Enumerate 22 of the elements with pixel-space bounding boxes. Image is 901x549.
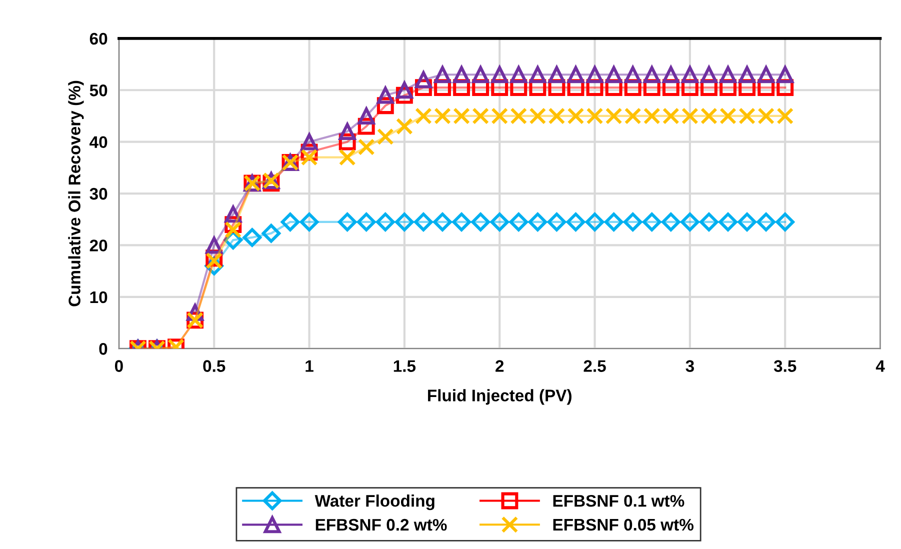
legend-label: EFBSNF 0.2 wt% bbox=[316, 518, 447, 531]
y-tick-label: 60 bbox=[90, 32, 108, 45]
x-tick-label: 0 bbox=[114, 360, 123, 372]
y-tick-label: 30 bbox=[90, 188, 108, 200]
x-tick-label: 0.5 bbox=[203, 360, 226, 372]
x-tick-label: 3 bbox=[686, 360, 694, 372]
y-tick-label: 20 bbox=[90, 240, 108, 252]
x-tick-label: 2 bbox=[496, 360, 504, 372]
x-tick-label: 1 bbox=[306, 360, 314, 372]
legend-label: EFBSNF 0.1 wt% bbox=[553, 494, 684, 507]
legend-label: EFBSNF 0.05 wt% bbox=[553, 518, 694, 531]
y-tick-label: 50 bbox=[90, 84, 108, 96]
x-tick-label: 1.5 bbox=[394, 360, 416, 372]
x-tick-label: 4 bbox=[876, 360, 885, 372]
y-tick-label: 40 bbox=[90, 136, 108, 148]
x-tick-label: 2.5 bbox=[584, 360, 606, 372]
x-axis-title: Fluid Injected (PV) bbox=[428, 389, 572, 405]
y-tick-label: 0 bbox=[99, 343, 108, 355]
x-tick-label: 3.5 bbox=[774, 360, 796, 372]
legend-label: Water Flooding bbox=[314, 494, 434, 510]
y-axis-title: Cumulative Oil Recovery (%) bbox=[68, 80, 84, 306]
y-tick-label: 10 bbox=[90, 291, 108, 304]
